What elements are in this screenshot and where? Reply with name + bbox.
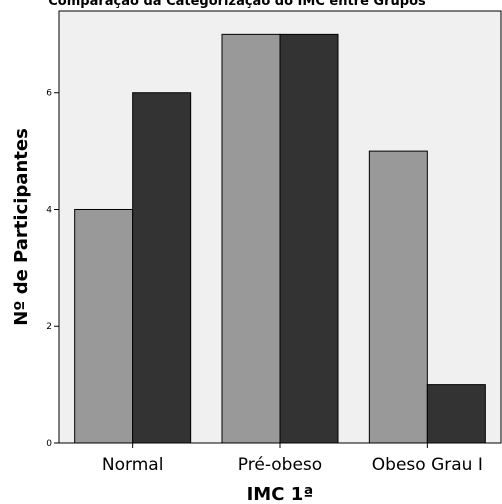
bar-series1-0: [74, 208, 134, 444]
x-tick-label: Normal: [102, 455, 164, 475]
chart-title: Comparação da Categorização do IMC entre…: [48, 0, 426, 9]
x-tick-label: Obeso Grau I: [372, 455, 483, 475]
y-axis-ticks: 0 2 4 6: [46, 89, 59, 449]
bar-series2-1: [279, 33, 339, 444]
bar-series1-1: [221, 33, 281, 444]
bar-series2-2: [426, 384, 486, 444]
bars-group: [74, 33, 486, 444]
x-tick-label: Pré-obeso: [238, 455, 322, 475]
y-tick-label: 0: [46, 439, 52, 449]
bar-series1-2: [368, 150, 428, 444]
bar-series2-0: [132, 92, 192, 444]
x-axis-label: IMC 1ª: [247, 484, 314, 504]
x-axis-ticks: Normal Pré-obeso Obeso Grau I: [102, 443, 483, 475]
y-tick-label: 6: [46, 89, 52, 99]
y-tick-label: 4: [46, 205, 52, 215]
y-tick-label: 2: [46, 322, 52, 332]
y-axis-label: Nº de Participantes: [11, 128, 32, 326]
